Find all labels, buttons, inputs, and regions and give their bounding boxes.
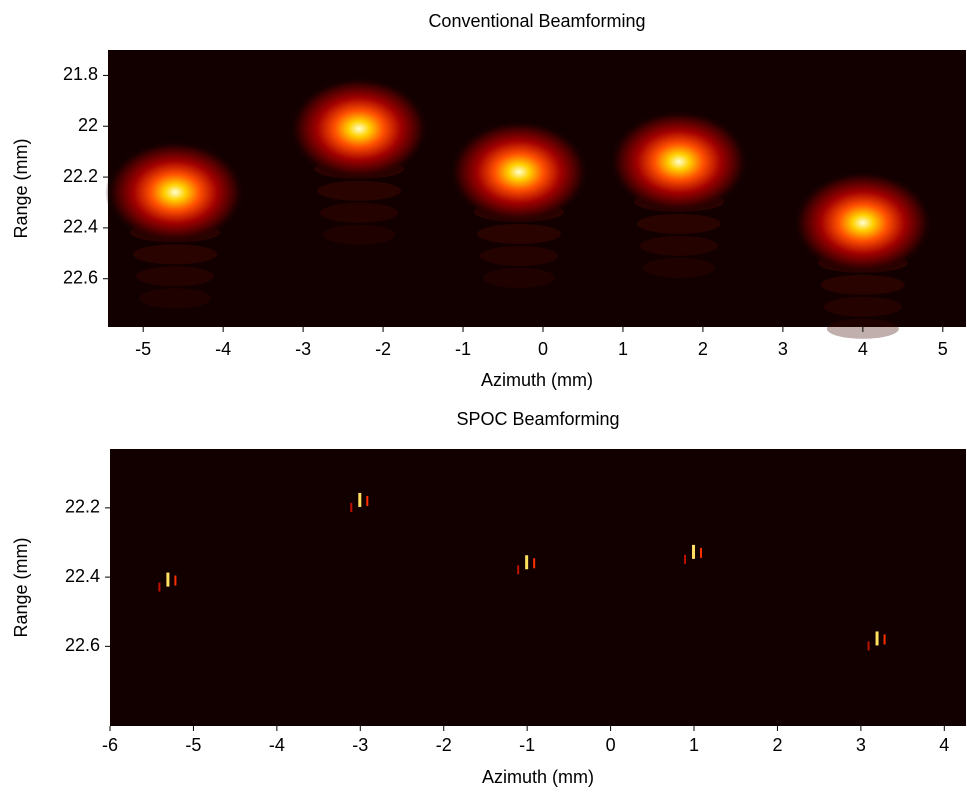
y-tick-label: 22.4 <box>65 566 100 586</box>
y-tick-label: 21.8 <box>63 64 98 84</box>
x-tick-label: 1 <box>689 735 699 755</box>
target-peak <box>358 492 362 507</box>
side-lobe <box>139 288 212 309</box>
x-tick-label: 4 <box>858 339 868 359</box>
side-speck <box>684 554 687 564</box>
x-tick-label: 1 <box>618 339 628 359</box>
x-tick-label: -3 <box>352 735 368 755</box>
x-tick-label: -2 <box>375 339 391 359</box>
x-tick-label: -5 <box>185 735 201 755</box>
x-tick-label: -2 <box>436 735 452 755</box>
x-axis-label: Azimuth (mm) <box>481 370 593 390</box>
y-tick-label: 22.4 <box>63 217 98 237</box>
y-axis-label: Range (mm) <box>11 537 31 637</box>
x-axis-label: Azimuth (mm) <box>482 767 594 787</box>
side-speck <box>883 634 886 645</box>
target-peak <box>105 140 246 245</box>
y-tick-label: 22.2 <box>63 166 98 186</box>
side-lobe <box>636 213 721 234</box>
side-lobe <box>480 245 559 266</box>
side-lobe <box>133 244 218 265</box>
x-tick-label: 2 <box>772 735 782 755</box>
side-speck <box>350 502 353 512</box>
side-lobe <box>483 267 556 288</box>
side-speck <box>700 547 703 558</box>
x-tick-label: -5 <box>135 339 151 359</box>
side-lobe <box>820 274 905 295</box>
x-tick-label: 5 <box>938 339 948 359</box>
side-speck <box>158 582 161 592</box>
target-peak <box>449 119 590 224</box>
target-peak <box>289 76 430 181</box>
target-peak <box>875 631 879 646</box>
side-lobe <box>136 266 215 287</box>
y-axis-label: Range (mm) <box>11 138 31 238</box>
side-lobe <box>639 235 718 256</box>
x-tick-label: -4 <box>215 339 231 359</box>
x-tick-label: -1 <box>519 735 535 755</box>
x-tick-label: 0 <box>538 339 548 359</box>
x-tick-label: -1 <box>455 339 471 359</box>
y-tick-label: 22 <box>78 115 98 135</box>
y-tick-label: 22.6 <box>65 635 100 655</box>
x-tick-label: 3 <box>856 735 866 755</box>
side-lobe <box>477 223 562 244</box>
side-speck <box>517 565 520 575</box>
x-tick-label: -4 <box>269 735 285 755</box>
x-tick-label: 4 <box>939 735 949 755</box>
y-tick-label: 22.6 <box>63 267 98 287</box>
side-lobe <box>823 296 902 317</box>
side-speck <box>533 558 536 569</box>
side-speck <box>366 495 369 506</box>
target-peak <box>692 544 696 559</box>
side-speck <box>867 641 870 651</box>
target-peak <box>166 572 170 587</box>
target-peak <box>792 170 933 275</box>
side-lobe <box>320 202 399 223</box>
chart-title: Conventional Beamforming <box>428 11 645 31</box>
x-tick-label: 0 <box>606 735 616 755</box>
target-peak <box>608 109 749 214</box>
x-tick-label: -3 <box>295 339 311 359</box>
side-lobe <box>317 180 402 201</box>
side-lobe <box>323 224 396 245</box>
chart-title: SPOC Beamforming <box>456 409 619 429</box>
side-speck <box>174 575 177 586</box>
x-tick-label: -6 <box>102 735 118 755</box>
y-tick-label: 22.2 <box>65 497 100 517</box>
x-tick-label: 3 <box>778 339 788 359</box>
x-tick-label: 2 <box>698 339 708 359</box>
target-peak <box>525 555 529 570</box>
plot-area <box>110 449 966 726</box>
side-lobe <box>642 257 715 278</box>
